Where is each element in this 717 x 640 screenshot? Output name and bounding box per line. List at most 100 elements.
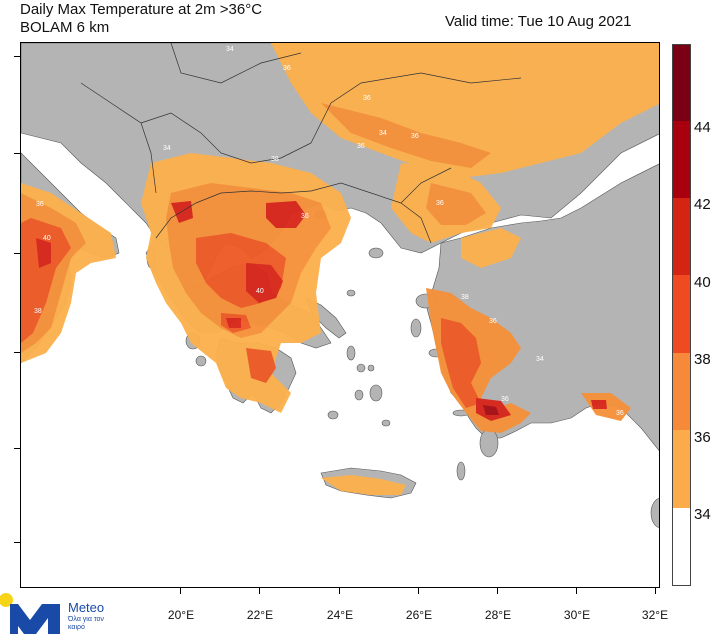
lon-label: 32°E bbox=[641, 608, 669, 622]
colorbar-label: 36 bbox=[694, 429, 711, 446]
zone-34-crete bbox=[321, 475, 406, 495]
zone-40-macedonia bbox=[266, 201, 306, 228]
zone-36-thrace bbox=[426, 183, 486, 225]
map-panel: 34 36 36 34 38 36 40 38 40 36 36 36 34 3… bbox=[20, 42, 660, 588]
zone-40-italy bbox=[36, 238, 51, 268]
zone-38-peloponnese bbox=[246, 348, 276, 383]
lat-tick bbox=[14, 352, 20, 353]
colorbar-seg-34-36 bbox=[673, 430, 690, 508]
lat-tick bbox=[14, 253, 20, 254]
border-layer bbox=[80, 43, 522, 244]
chart-title: Daily Max Temperature at 2m >36°C bbox=[20, 1, 263, 18]
zone-40-antalya bbox=[591, 400, 607, 409]
region-label: 34 bbox=[536, 356, 544, 363]
region-label: 34 bbox=[163, 145, 171, 152]
colorbar-label: 44 bbox=[694, 119, 711, 136]
colorbar-seg-42-44 bbox=[673, 121, 690, 198]
region-label: 38 bbox=[34, 308, 42, 315]
colorbar-label: 42 bbox=[694, 196, 711, 213]
colorbar-seg-above-44 bbox=[673, 45, 690, 121]
region-label: 36 bbox=[283, 65, 291, 72]
region-label: 36 bbox=[616, 410, 624, 417]
colorbar bbox=[672, 44, 691, 586]
logo-tagline: Όλα για τον καιρό bbox=[68, 616, 104, 631]
lon-label: 22°E bbox=[246, 608, 274, 622]
logo-brand: Meteo bbox=[68, 600, 105, 615]
region-label: 36 bbox=[301, 213, 309, 220]
border-serbia bbox=[140, 112, 312, 164]
valid-time: Valid time: Tue 10 Aug 2021 bbox=[445, 13, 632, 30]
colorbar-seg-38-40 bbox=[673, 275, 690, 353]
region-label: 36 bbox=[357, 143, 365, 150]
region-label: 36 bbox=[36, 201, 44, 208]
region-label: 36 bbox=[501, 396, 509, 403]
island-karpathos bbox=[456, 461, 466, 481]
island-zakynthos bbox=[195, 355, 207, 367]
region-label: 36 bbox=[363, 95, 371, 102]
lon-label: 28°E bbox=[484, 608, 512, 622]
model-name: BOLAM 6 km bbox=[20, 19, 110, 36]
border-balkans-west bbox=[80, 82, 157, 194]
island-skyros bbox=[346, 289, 356, 297]
temperature-layer bbox=[21, 43, 659, 495]
island-chios bbox=[410, 318, 422, 338]
lon-tick bbox=[576, 588, 577, 594]
island-lemnos bbox=[368, 247, 384, 259]
zone-40-epirus bbox=[171, 201, 193, 223]
zone-40-patras bbox=[226, 318, 241, 328]
region-label: 36 bbox=[411, 133, 419, 140]
zone-38-turkey-coast bbox=[441, 318, 481, 408]
lon-tick bbox=[259, 588, 260, 594]
zone-38-italy bbox=[21, 218, 71, 343]
lon-tick bbox=[418, 588, 419, 594]
lon-tick bbox=[339, 588, 340, 594]
island-tinos bbox=[356, 363, 366, 373]
meteo-logo-icon bbox=[0, 593, 60, 634]
border-bulgaria-greece bbox=[310, 182, 402, 204]
region-label: 34 bbox=[379, 130, 387, 137]
zone-42-rhodes bbox=[483, 405, 499, 415]
lat-tick bbox=[14, 542, 20, 543]
island-rhodes bbox=[479, 428, 499, 458]
lat-tick bbox=[14, 448, 20, 449]
region-label: 34 bbox=[226, 46, 234, 53]
colorbar-seg-40-42 bbox=[673, 198, 690, 275]
island-santorini bbox=[381, 419, 391, 427]
colorbar-label: 38 bbox=[694, 351, 711, 368]
island-naxos bbox=[369, 384, 383, 402]
region-label: 40 bbox=[256, 288, 264, 295]
zone-34-north bbox=[271, 43, 659, 178]
border-romania bbox=[170, 43, 302, 84]
lon-label: 30°E bbox=[563, 608, 591, 622]
zone-40-thessaly bbox=[246, 263, 283, 303]
border-albania-greece bbox=[155, 192, 222, 239]
border-turkey-greece bbox=[400, 202, 432, 244]
island-andros bbox=[346, 345, 356, 361]
lon-label: 20°E bbox=[167, 608, 195, 622]
lat-tick bbox=[14, 153, 20, 154]
region-label: 38 bbox=[271, 156, 279, 163]
lon-tick bbox=[655, 588, 656, 594]
colorbar-seg-below-34 bbox=[673, 508, 690, 585]
lon-label: 24°E bbox=[326, 608, 354, 622]
zone-36-north bbox=[321, 103, 491, 168]
zone-34-marmara bbox=[461, 228, 521, 268]
value-label-layer: 34 36 36 34 38 36 40 38 40 36 36 36 34 3… bbox=[34, 46, 624, 417]
island-cyprus-edge bbox=[650, 497, 659, 529]
border-bulgaria-north bbox=[310, 72, 522, 144]
lon-tick bbox=[180, 588, 181, 594]
colorbar-label: 40 bbox=[694, 274, 711, 291]
island-mykonos bbox=[367, 364, 375, 372]
border-macedonia-greece bbox=[220, 190, 312, 194]
lat-tick bbox=[14, 56, 20, 57]
region-label: 36 bbox=[436, 200, 444, 207]
colorbar-label: 34 bbox=[694, 506, 711, 523]
map-canvas: 34 36 36 34 38 36 40 38 40 36 36 36 34 3… bbox=[21, 43, 659, 529]
island-paros bbox=[354, 389, 364, 401]
region-label: 40 bbox=[43, 235, 51, 242]
region-label: 34 bbox=[431, 258, 439, 265]
region-label: 38 bbox=[461, 294, 469, 301]
lon-tick bbox=[497, 588, 498, 594]
colorbar-seg-36-38 bbox=[673, 353, 690, 430]
region-label: 36 bbox=[489, 318, 497, 325]
